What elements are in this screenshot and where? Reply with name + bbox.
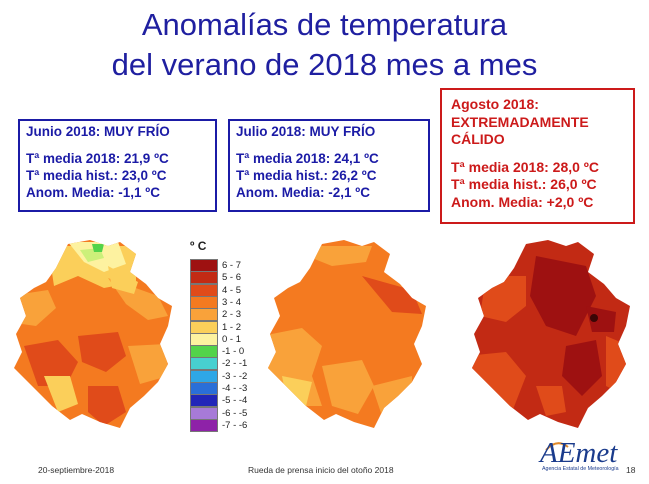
august-mean: Tª media 2018: 28,0 ºC bbox=[451, 158, 600, 175]
august-anomaly: Anom. Media: +2,0 ºC bbox=[451, 193, 594, 210]
legend-item: -5 - -4 bbox=[190, 394, 270, 408]
june-mean: Tª media 2018: 21,9 ºC bbox=[26, 151, 169, 166]
june-historical: Tª media hist.: 23,0 ºC bbox=[26, 168, 167, 183]
legend-swatch bbox=[190, 295, 218, 309]
legend-label: -3 - -2 bbox=[222, 370, 248, 382]
legend-item: 5 - 6 bbox=[190, 271, 270, 285]
august-header-line2: EXTREMADAMENTE bbox=[451, 113, 589, 130]
legend-swatch bbox=[190, 345, 218, 359]
legend-label: -2 - -1 bbox=[222, 358, 248, 370]
legend-item: 0 - 1 bbox=[190, 332, 270, 346]
august-historical: Tª media hist.: 26,0 ºC bbox=[451, 176, 597, 192]
legend-swatch bbox=[190, 382, 218, 395]
july-header: Julio 2018: MUY FRÍO bbox=[236, 124, 376, 139]
july-anomaly: Anom. Media: -2,1 ºC bbox=[236, 185, 370, 200]
july-summary-box: Julio 2018: MUY FRÍO Tª media 2018: 24,1… bbox=[228, 119, 430, 212]
august-header-line1: Agosto 2018: bbox=[451, 96, 539, 112]
legend-label: -4 - -3 bbox=[222, 383, 248, 394]
legend-label: -1 - 0 bbox=[222, 346, 245, 358]
logo-text: AEmet bbox=[540, 437, 618, 469]
logo-subtitle: Agencia Estatal de Meteorología bbox=[542, 466, 619, 472]
legend-swatch bbox=[190, 283, 218, 297]
june-anomaly-map bbox=[14, 240, 172, 428]
june-header: Junio 2018: MUY FRÍO bbox=[26, 124, 170, 139]
legend-swatch bbox=[190, 394, 218, 408]
slide-title-line1: Anomalías de temperatura bbox=[141, 7, 508, 42]
legend-item: -3 - -2 bbox=[190, 369, 270, 383]
legend-swatch bbox=[190, 369, 218, 383]
legend-label: 5 - 6 bbox=[222, 272, 242, 284]
footer-event: Rueda de prensa inicio del otoño 2018 bbox=[248, 465, 394, 475]
aemet-logo: AEmet Agencia Estatal de Meteorología bbox=[540, 437, 630, 474]
legend-item: 4 - 5 bbox=[190, 283, 270, 297]
legend-swatch bbox=[190, 259, 218, 272]
legend-swatch bbox=[190, 308, 218, 322]
legend-unit: º C bbox=[190, 239, 207, 253]
legend-item: -7 - -6 bbox=[190, 418, 270, 432]
legend-swatch bbox=[190, 406, 218, 420]
june-summary-box: Junio 2018: MUY FRÍO Tª media 2018: 21,9… bbox=[18, 119, 217, 212]
legend-item: -6 - -5 bbox=[190, 406, 270, 420]
august-summary-box: Agosto 2018: EXTREMADAMENTE CÁLIDO Tª me… bbox=[440, 88, 635, 224]
july-anomaly-map bbox=[268, 240, 426, 428]
july-historical: Tª media hist.: 26,2 ºC bbox=[236, 168, 377, 183]
slide-title-line2: del verano de 2018 mes a mes bbox=[111, 47, 538, 82]
june-anomaly: Anom. Media: -1,1 ºC bbox=[26, 185, 160, 200]
legend-swatch bbox=[190, 320, 218, 334]
legend-item: 6 - 7 bbox=[190, 259, 270, 272]
footer-date: 20-septiembre-2018 bbox=[38, 465, 115, 475]
legend-item: 3 - 4 bbox=[190, 295, 270, 309]
august-header-line3: CÁLIDO bbox=[451, 131, 505, 147]
logo-arc-icon bbox=[545, 442, 569, 451]
legend-swatch bbox=[190, 418, 218, 432]
legend-item: -2 - -1 bbox=[190, 357, 270, 371]
legend-item: 1 - 2 bbox=[190, 320, 270, 334]
legend-item: -1 - 0 bbox=[190, 345, 270, 359]
legend-label: 0 - 1 bbox=[222, 333, 242, 345]
july-mean: Tª media 2018: 24,1 ºC bbox=[236, 151, 379, 166]
legend-swatch bbox=[190, 332, 218, 346]
legend-label: 3 - 4 bbox=[222, 296, 242, 308]
legend-swatch bbox=[190, 271, 218, 285]
legend-label: -6 - -5 bbox=[222, 407, 248, 419]
page-number: 18 bbox=[626, 465, 636, 475]
legend-label: 1 - 2 bbox=[222, 321, 242, 333]
legend-swatch bbox=[190, 357, 218, 371]
legend-item: -4 - -3 bbox=[190, 382, 270, 395]
legend-label: 6 - 7 bbox=[222, 260, 242, 271]
legend-label: 4 - 5 bbox=[222, 284, 242, 296]
legend-label: -7 - -6 bbox=[222, 419, 248, 431]
legend-label: -5 - -4 bbox=[222, 395, 248, 407]
legend-item: 2 - 3 bbox=[190, 308, 270, 322]
august-anomaly-map bbox=[472, 240, 630, 428]
legend-label: 2 - 3 bbox=[222, 309, 242, 321]
